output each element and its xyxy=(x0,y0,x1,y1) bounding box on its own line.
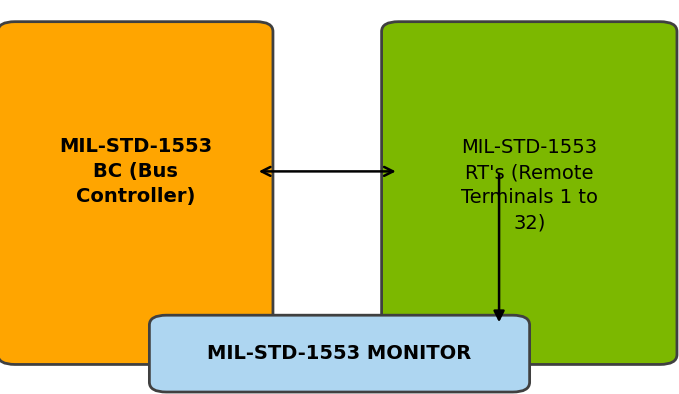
FancyBboxPatch shape xyxy=(149,315,530,392)
Text: MIL-STD-1553
BC (Bus
Controller): MIL-STD-1553 BC (Bus Controller) xyxy=(59,137,213,206)
Text: MIL-STD-1553
RT's (Remote
Terminals 1 to
32): MIL-STD-1553 RT's (Remote Terminals 1 to… xyxy=(461,138,598,232)
FancyBboxPatch shape xyxy=(0,22,273,364)
FancyBboxPatch shape xyxy=(382,22,677,364)
Text: MIL-STD-1553 MONITOR: MIL-STD-1553 MONITOR xyxy=(207,344,472,363)
